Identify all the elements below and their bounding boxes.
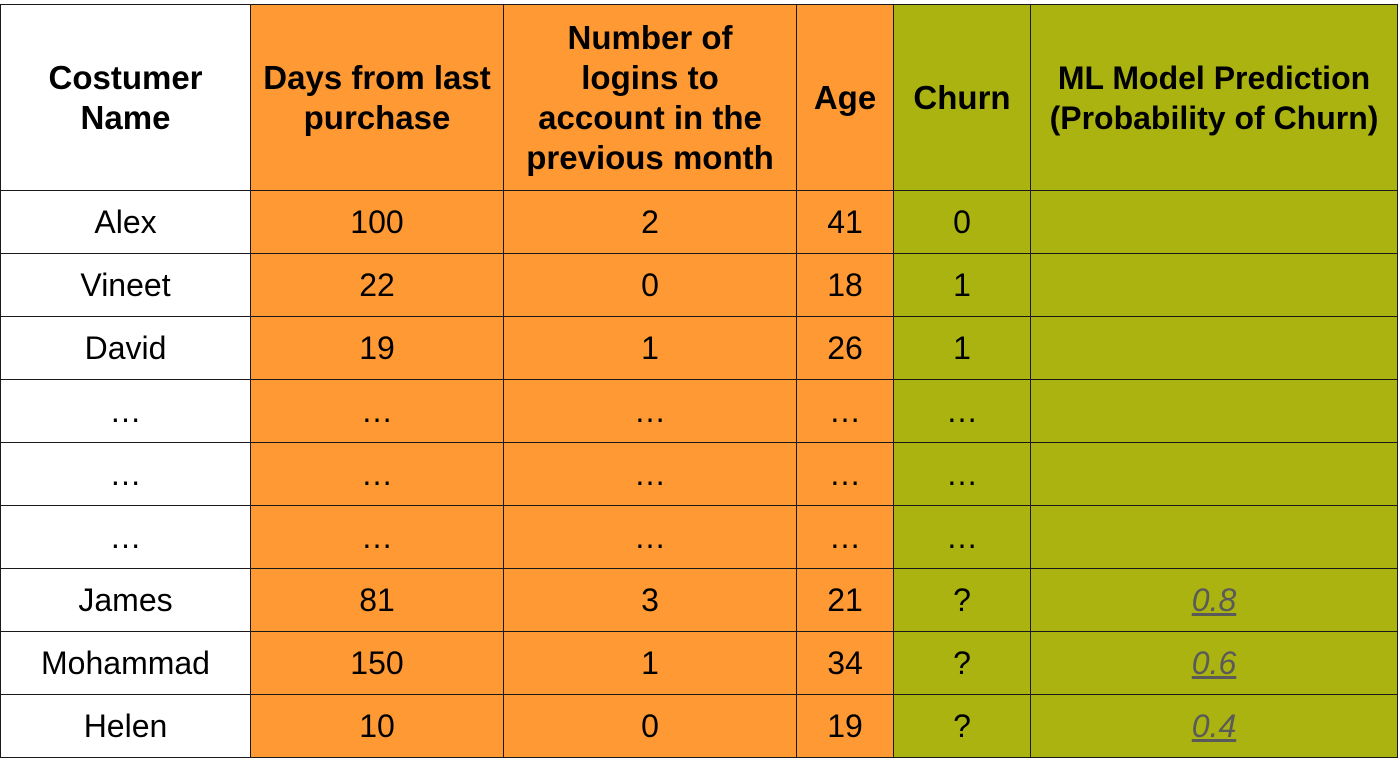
cell-days-from-last-purchase: 10	[250, 694, 504, 758]
cell-number-of-logins: 2	[503, 190, 797, 254]
cell-number-of-logins: 3	[503, 568, 797, 632]
cell-days-from-last-purchase: 19	[250, 316, 504, 380]
cell-number-of-logins: 1	[503, 631, 797, 695]
cell-days-from-last-purchase: …	[250, 505, 504, 569]
table-body: Alex 100 2 41 0 Vineet 22 0 18 1 David 1…	[0, 190, 1398, 758]
cell-customer-name: Alex	[0, 190, 251, 254]
header-number-of-logins: Number of logins to account in the previ…	[503, 4, 797, 191]
table-row: Alex 100 2 41 0	[0, 190, 1398, 254]
table-row: David 19 1 26 1	[0, 316, 1398, 380]
cell-age: …	[796, 379, 894, 443]
cell-ml-prediction	[1030, 379, 1398, 443]
cell-churn: 0	[893, 190, 1031, 254]
cell-customer-name: …	[0, 379, 251, 443]
cell-age: 18	[796, 253, 894, 317]
cell-age: …	[796, 442, 894, 506]
cell-customer-name: …	[0, 505, 251, 569]
cell-churn: …	[893, 505, 1031, 569]
cell-churn: …	[893, 379, 1031, 443]
cell-number-of-logins: 1	[503, 316, 797, 380]
cell-churn: …	[893, 442, 1031, 506]
header-row: Costumer Name Days from last purchase Nu…	[0, 4, 1398, 191]
cell-age: 21	[796, 568, 894, 632]
cell-number-of-logins: …	[503, 442, 797, 506]
cell-customer-name: Mohammad	[0, 631, 251, 695]
cell-ml-prediction	[1030, 505, 1398, 569]
header-days-from-last-purchase: Days from last purchase	[250, 4, 504, 191]
cell-age: …	[796, 505, 894, 569]
cell-churn: 1	[893, 316, 1031, 380]
header-churn: Churn	[893, 4, 1031, 191]
cell-ml-prediction	[1030, 316, 1398, 380]
cell-days-from-last-purchase: 150	[250, 631, 504, 695]
cell-days-from-last-purchase: …	[250, 379, 504, 443]
cell-number-of-logins: …	[503, 379, 797, 443]
header-age: Age	[796, 4, 894, 191]
cell-customer-name: James	[0, 568, 251, 632]
cell-churn: ?	[893, 631, 1031, 695]
cell-customer-name: Vineet	[0, 253, 251, 317]
cell-customer-name: …	[0, 442, 251, 506]
cell-number-of-logins: 0	[503, 694, 797, 758]
cell-churn: ?	[893, 568, 1031, 632]
table-header: Costumer Name Days from last purchase Nu…	[0, 4, 1398, 191]
cell-churn: ?	[893, 694, 1031, 758]
cell-days-from-last-purchase: 81	[250, 568, 504, 632]
cell-ml-prediction	[1030, 253, 1398, 317]
header-ml-model-prediction: ML Model Prediction (Probability of Chur…	[1030, 4, 1398, 191]
churn-data-table: Costumer Name Days from last purchase Nu…	[0, 4, 1398, 758]
cell-age: 19	[796, 694, 894, 758]
cell-age: 26	[796, 316, 894, 380]
cell-ml-prediction: 0.4	[1030, 694, 1398, 758]
table-row: James 81 3 21 ? 0.8	[0, 568, 1398, 632]
cell-churn: 1	[893, 253, 1031, 317]
cell-number-of-logins: 0	[503, 253, 797, 317]
cell-days-from-last-purchase: 100	[250, 190, 504, 254]
table-row: … … … … …	[0, 379, 1398, 443]
cell-ml-prediction	[1030, 442, 1398, 506]
cell-number-of-logins: …	[503, 505, 797, 569]
cell-customer-name: David	[0, 316, 251, 380]
table-row: … … … … …	[0, 505, 1398, 569]
cell-age: 34	[796, 631, 894, 695]
cell-ml-prediction	[1030, 190, 1398, 254]
cell-customer-name: Helen	[0, 694, 251, 758]
cell-days-from-last-purchase: 22	[250, 253, 504, 317]
cell-ml-prediction: 0.6	[1030, 631, 1398, 695]
cell-days-from-last-purchase: …	[250, 442, 504, 506]
cell-ml-prediction: 0.8	[1030, 568, 1398, 632]
table-row: Vineet 22 0 18 1	[0, 253, 1398, 317]
table-row: Mohammad 150 1 34 ? 0.6	[0, 631, 1398, 695]
header-customer-name: Costumer Name	[0, 4, 251, 191]
table-row: … … … … …	[0, 442, 1398, 506]
table-row: Helen 10 0 19 ? 0.4	[0, 694, 1398, 758]
cell-age: 41	[796, 190, 894, 254]
